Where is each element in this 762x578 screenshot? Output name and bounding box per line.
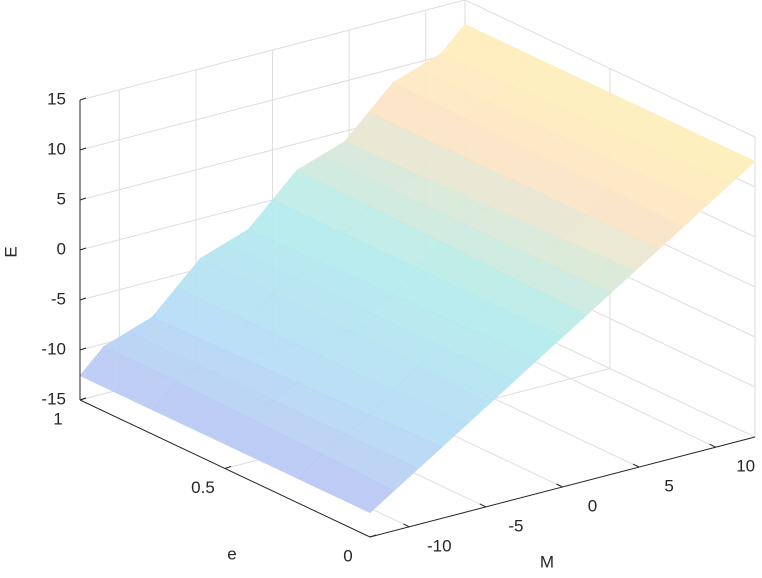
tick-mark — [79, 397, 87, 401]
tick-mark — [79, 197, 87, 201]
z-tick-label: -5 — [51, 289, 66, 308]
z-tick-label: -15 — [41, 389, 66, 408]
tick-mark — [556, 483, 563, 488]
x-axis-label: M — [540, 552, 554, 571]
tick-mark — [479, 503, 487, 508]
tick-mark — [403, 523, 410, 528]
x-tick-label: -10 — [427, 536, 452, 555]
tick-mark — [79, 297, 87, 301]
x-tick-label: -5 — [508, 516, 523, 535]
tick-mark — [79, 147, 87, 151]
tick-mark — [632, 463, 640, 468]
z-axis-label: E — [1, 246, 20, 257]
tick-mark — [224, 466, 232, 469]
tick-mark — [79, 347, 87, 351]
tick-mark — [79, 247, 87, 251]
z-tick-label: 10 — [47, 139, 66, 158]
y-axis-label: e — [227, 544, 236, 563]
tick-mark — [709, 443, 716, 448]
surface-patch — [296, 453, 395, 514]
tick-mark — [79, 97, 87, 101]
z-tick-label: 5 — [57, 189, 66, 208]
y-tick-label: 0.5 — [191, 478, 215, 497]
x-tick-label: 5 — [664, 477, 673, 496]
y-tick-label: 1 — [53, 409, 62, 428]
z-tick-label: 0 — [57, 239, 66, 258]
z-tick-label: -10 — [41, 339, 66, 358]
y-tick-label: 0 — [343, 546, 352, 565]
tick-mark — [369, 534, 377, 538]
z-tick-label: 15 — [47, 89, 66, 108]
x-tick-label: 10 — [736, 457, 755, 476]
x-tick-label: 0 — [588, 496, 597, 515]
